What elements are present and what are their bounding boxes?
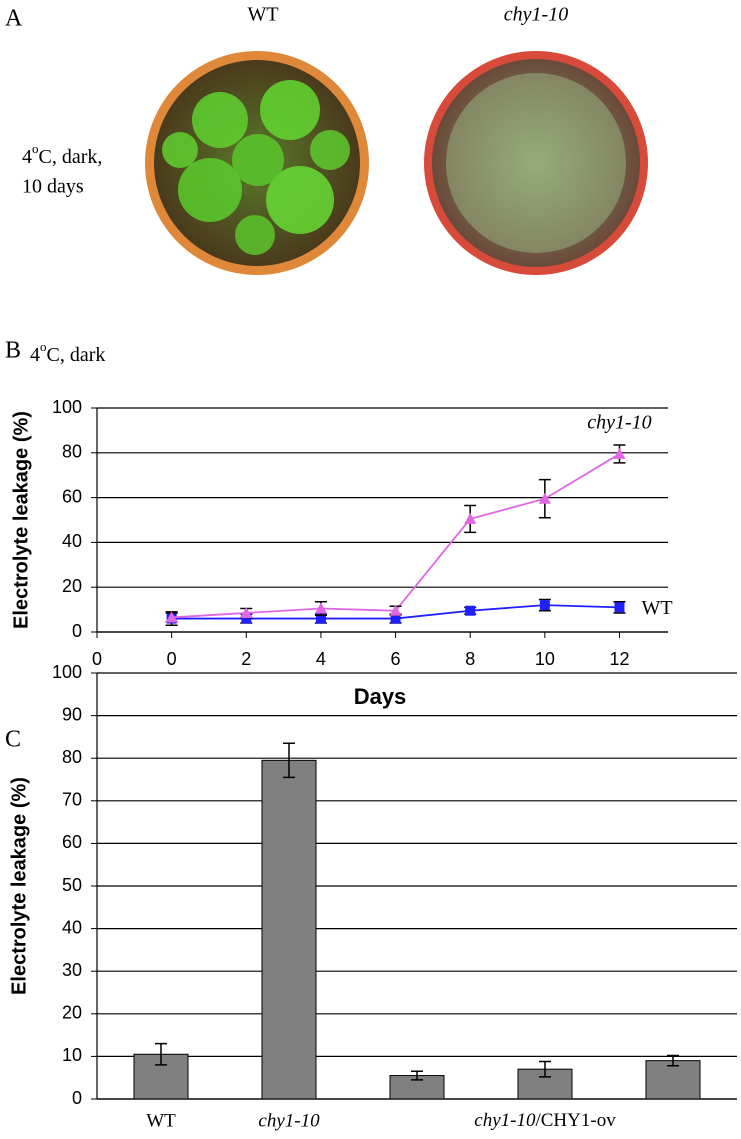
- marker: [539, 600, 550, 611]
- panel-label: A: [5, 6, 23, 32]
- y-tick-label: 70: [62, 790, 82, 810]
- y-tick-label: 50: [62, 875, 82, 895]
- marker: [165, 611, 178, 623]
- text-superscript: o: [40, 339, 47, 354]
- text-part: chy1-10: [474, 1110, 536, 1131]
- x-tick-label: 4: [316, 649, 326, 669]
- y-tick-label: 60: [62, 486, 82, 506]
- marker: [240, 606, 253, 618]
- text-superscript: o: [32, 141, 39, 156]
- error-bar: [283, 742, 295, 779]
- y-axis-label: Electrolyte leakage (%): [8, 777, 30, 995]
- x-tick-label: 8: [465, 649, 475, 669]
- y-tick-label: 90: [62, 704, 82, 724]
- marker: [538, 492, 551, 504]
- y-tick-label: 20: [62, 1003, 82, 1023]
- y-tick-label: 60: [62, 832, 82, 852]
- error-bar: [411, 1070, 423, 1081]
- condition-label: 10 days: [22, 176, 84, 198]
- photo-wt: [145, 51, 369, 275]
- error-bar: [667, 1054, 679, 1067]
- text-part: C, dark,: [39, 146, 103, 168]
- marker: [613, 447, 626, 459]
- x-axis-label: Days: [354, 684, 407, 709]
- x-tick-label: 2: [241, 649, 251, 669]
- marker: [314, 602, 327, 614]
- y-tick-label: 10: [62, 1045, 82, 1065]
- error-bar: [539, 1060, 551, 1078]
- text-part: /CHY1-ov: [535, 1110, 616, 1131]
- marker: [614, 602, 625, 613]
- error-bar: [155, 1042, 167, 1066]
- x-tick-label: 0: [92, 649, 102, 669]
- condition-label: 4oC, dark,: [22, 141, 102, 168]
- x-tick-label: 6: [391, 649, 401, 669]
- y-axis-label: Electrolyte leakage (%): [10, 411, 32, 629]
- series-line: [171, 453, 620, 619]
- y-tick-label: 100: [52, 662, 82, 682]
- text-part: 4: [30, 344, 40, 366]
- y-tick-label: 0: [72, 621, 82, 641]
- y-tick-label: 100: [52, 397, 82, 417]
- y-tick-label: 80: [62, 747, 82, 767]
- marker: [241, 613, 252, 624]
- marker: [315, 613, 326, 624]
- pot-label: chy1-10: [504, 4, 568, 26]
- series-label: chy1-10: [587, 412, 651, 434]
- photo-mutant: [424, 51, 648, 275]
- bar: [645, 1060, 701, 1100]
- bar: [133, 1053, 189, 1100]
- x-tick-label: chy1-10: [258, 1110, 320, 1131]
- bar: [261, 759, 317, 1100]
- y-tick-label: 40: [62, 917, 82, 937]
- group-label: chy1-10/CHY1-ov: [474, 1110, 616, 1131]
- chart-title: 4oC, dark: [30, 339, 105, 366]
- text-part: C, dark: [47, 344, 106, 366]
- y-tick-label: 20: [62, 576, 82, 596]
- panel-label: C: [5, 727, 21, 753]
- x-tick-label: 0: [167, 649, 177, 669]
- series-label: WT: [641, 597, 672, 619]
- marker: [390, 613, 401, 624]
- x-tick-label: 12: [609, 649, 629, 669]
- text-part: 4: [22, 146, 32, 168]
- marker: [464, 512, 477, 524]
- y-tick-label: 40: [62, 531, 82, 551]
- y-tick-label: 0: [72, 1088, 82, 1108]
- x-tick-label: 10: [535, 649, 555, 669]
- y-tick-label: 80: [62, 442, 82, 462]
- marker: [389, 604, 402, 616]
- pot-label: WT: [247, 4, 278, 26]
- marker: [465, 605, 476, 616]
- panel-label: B: [5, 338, 21, 364]
- y-tick-label: 30: [62, 960, 82, 980]
- x-tick-label: WT: [146, 1110, 176, 1131]
